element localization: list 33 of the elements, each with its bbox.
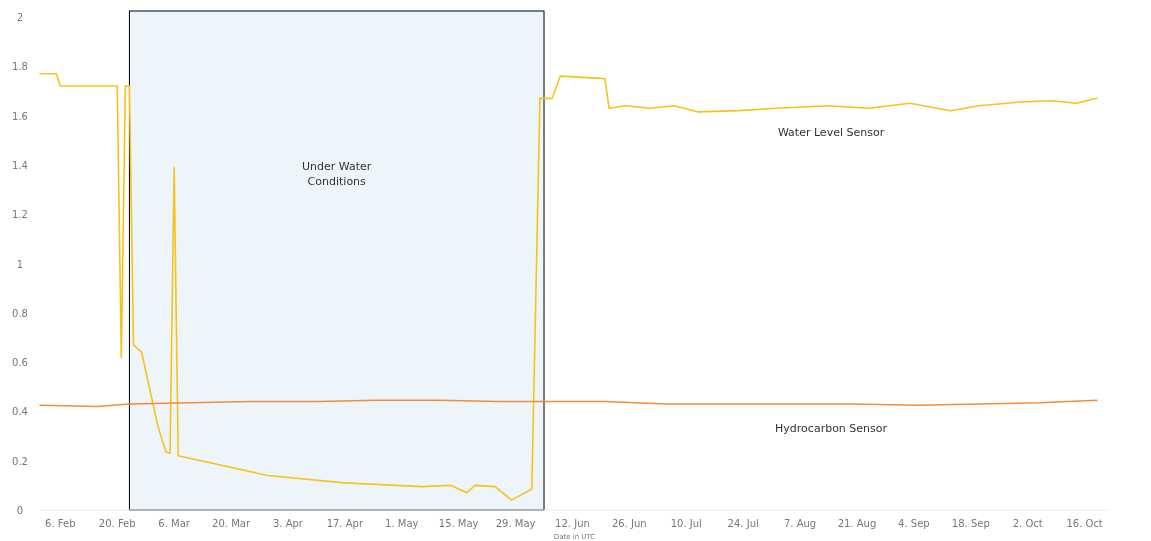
x-tick-label: 6. Mar [158, 518, 191, 529]
y-tick-label: 0.6 [12, 357, 28, 369]
y-tick-label: 0.4 [12, 406, 28, 418]
y-tick-label: 1.6 [12, 110, 28, 122]
x-tick-label: 20. Mar [212, 518, 251, 529]
y-tick-label: 0.2 [12, 455, 28, 467]
x-tick-label: 20. Feb [98, 518, 136, 529]
series-label: Water Level Sensor [777, 126, 885, 140]
x-tick-label: 18. Sep [951, 518, 990, 529]
y-tick-label: 1 [16, 258, 24, 270]
band-label: Under Water Conditions [302, 160, 372, 188]
x-tick-label: 10. Jul [670, 518, 702, 529]
x-tick-label: 6. Feb [45, 518, 76, 529]
x-tick-label: 16. Oct [1066, 518, 1103, 529]
x-tick-label: 21. Aug [837, 518, 877, 529]
y-tick-label: 0.8 [12, 307, 28, 319]
y-tick-label: 1.2 [12, 209, 28, 221]
x-tick-label: 12. Jun [555, 518, 590, 529]
y-tick-label: 2 [16, 12, 24, 23]
x-tick-label: 3. Apr [272, 518, 304, 529]
series-label: Hydrocarbon Sensor [775, 422, 888, 436]
x-tick-label: 1. May [385, 518, 419, 529]
x-tick-label: 4. Sep [898, 518, 930, 529]
y-tick-label: 1.4 [12, 159, 28, 171]
x-tick-label: 26. Jun [612, 518, 647, 529]
x-tick-label: 7. Aug [783, 518, 817, 529]
y-tick-label: 0 [16, 505, 24, 516]
x-tick-label: 24. Jul [727, 518, 759, 529]
x-tick-label: 15. May [438, 518, 479, 529]
x-tick-label: 29. May [495, 518, 536, 529]
y-tick-label: 1.8 [12, 61, 28, 73]
x-tick-label: 2. Oct [1012, 518, 1043, 529]
x-tick-label: 17. Apr [326, 518, 364, 529]
